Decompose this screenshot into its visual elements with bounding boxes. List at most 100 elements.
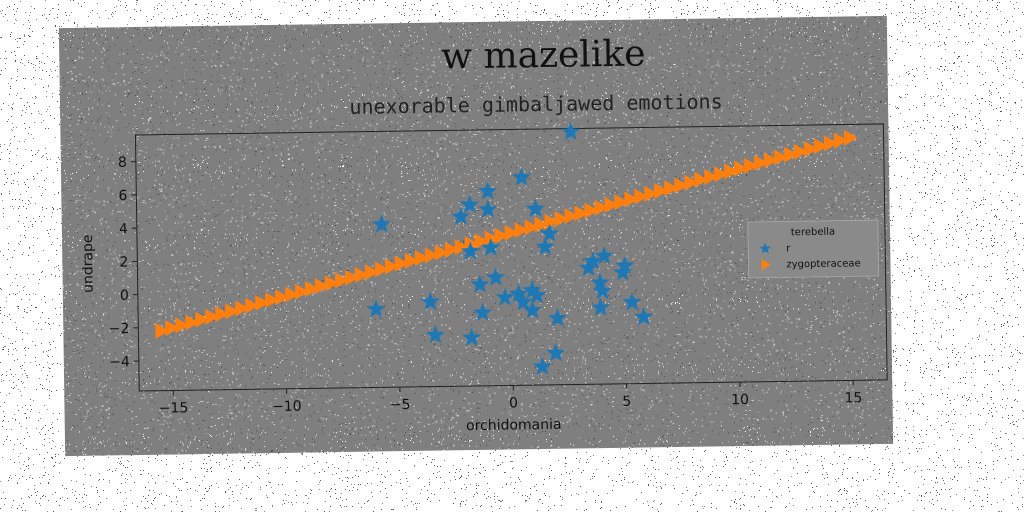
zygopteraceae-point (454, 238, 469, 255)
y-tick-label: 6 (118, 188, 127, 204)
y-tick-label: 4 (119, 221, 128, 237)
zygopteraceae-point (584, 202, 599, 219)
zygopteraceae-point (334, 272, 349, 289)
zygopteraceae-point (644, 185, 659, 202)
zygopteraceae-point (155, 322, 170, 339)
r-point (478, 181, 498, 200)
r-point (495, 287, 515, 306)
zygopteraceae-point (724, 163, 738, 180)
zygopteraceae-point (674, 177, 688, 194)
chart-figure: w mazelike unexorable gimbaljawed emotio… (58, 15, 894, 457)
zygopteraceae-point (704, 169, 718, 186)
r-point (462, 327, 482, 347)
zygopteraceae-point (574, 205, 589, 222)
r-point (511, 167, 531, 186)
y-tick-label: 8 (118, 155, 127, 171)
r-point (579, 257, 599, 277)
zygopteraceae-point (774, 149, 788, 166)
y-axis-label: undrape (80, 234, 97, 293)
legend-marker-r (759, 242, 771, 254)
r-point (460, 194, 480, 214)
zygopteraceae-point (195, 311, 209, 328)
zygopteraceae-point (314, 278, 329, 295)
r-point (613, 262, 633, 281)
zygopteraceae-point (275, 289, 289, 306)
zygopteraceae-point (205, 308, 219, 325)
zygopteraceae-point (524, 219, 539, 236)
zygopteraceae-point (754, 155, 768, 172)
r-point (527, 285, 547, 304)
chart-title: w mazelike (441, 33, 646, 77)
zygopteraceae-point (694, 171, 708, 188)
scatter-chart: w mazelike unexorable gimbaljawed emotio… (80, 33, 888, 434)
zygopteraceae-point (554, 210, 569, 227)
zygopteraceae-point (594, 199, 609, 216)
x-tick-label: −10 (272, 399, 302, 415)
zygopteraceae-point (504, 224, 519, 241)
legend-label-r: r (786, 243, 791, 254)
zygopteraceae-point (305, 280, 319, 297)
zygopteraceae-point (285, 286, 299, 303)
r-point (592, 281, 612, 300)
r-point (525, 198, 545, 218)
zygopteraceae-point (354, 266, 369, 283)
r-point (546, 343, 566, 362)
r-point (366, 299, 386, 318)
zygopteraceae-point (364, 264, 379, 281)
zygopteraceae-point (634, 188, 649, 205)
data-points (155, 121, 858, 375)
r-point (622, 292, 642, 311)
r-point (486, 267, 506, 286)
r-point (594, 246, 614, 265)
zygopteraceae-point (813, 138, 828, 155)
zygopteraceae-point (664, 180, 678, 197)
zygopteraceae-point (414, 250, 429, 267)
r-point (548, 308, 568, 327)
y-tick-label: 2 (119, 254, 128, 270)
x-tick-label: 15 (844, 390, 862, 406)
r-point (478, 199, 498, 218)
r-point (634, 307, 654, 326)
chart-subtitle: unexorable gimbaljawed emotions (349, 89, 723, 119)
zygopteraceae-point (843, 129, 858, 146)
zygopteraceae-point (614, 194, 629, 211)
zygopteraceae-point (604, 196, 619, 213)
zygopteraceae-point (165, 320, 180, 337)
zygopteraceae-point (624, 191, 639, 208)
x-axis-label: orchidomania (466, 417, 562, 434)
zygopteraceae-point (684, 174, 698, 191)
r-point (561, 121, 581, 141)
zygopteraceae-point (394, 255, 409, 272)
x-tick-label: 5 (622, 394, 631, 410)
zygopteraceae-point (793, 143, 808, 160)
r-point (590, 272, 610, 291)
zygopteraceae-point (803, 141, 818, 158)
zygopteraceae-point (215, 306, 229, 323)
zygopteraceae-point (434, 244, 449, 261)
zygopteraceae-point (344, 269, 359, 286)
r-point (460, 241, 480, 260)
zygopteraceae-point (185, 314, 199, 331)
y-tick-label: −2 (109, 321, 130, 337)
legend: terebella r zygopteraceae (747, 219, 880, 279)
zygopteraceae-point (374, 261, 389, 278)
x-tick-label: 10 (731, 392, 749, 408)
zygopteraceae-point (764, 152, 778, 169)
zygopteraceae-point (744, 157, 758, 174)
r-point (372, 214, 392, 233)
zygopteraceae-point (245, 297, 259, 314)
zygopteraceae-point (783, 146, 798, 163)
legend-label-zygopteraceae: zygopteraceae (786, 258, 860, 270)
x-tick-label: −15 (159, 400, 189, 416)
x-tick-label: −5 (390, 397, 411, 413)
zygopteraceae-point (654, 183, 668, 199)
zygopteraceae-point (714, 166, 728, 183)
zygopteraceae-point (235, 300, 249, 317)
axis-ticks: −15 −10 −5 0 5 10 15 −4 −2 0 2 4 6 8 (109, 155, 863, 417)
r-point (535, 237, 555, 256)
zygopteraceae-point (474, 233, 489, 250)
zygopteraceae-point (265, 292, 279, 309)
zygopteraceae-point (384, 258, 399, 275)
r-point (532, 356, 552, 375)
y-tick-label: −4 (109, 354, 130, 370)
